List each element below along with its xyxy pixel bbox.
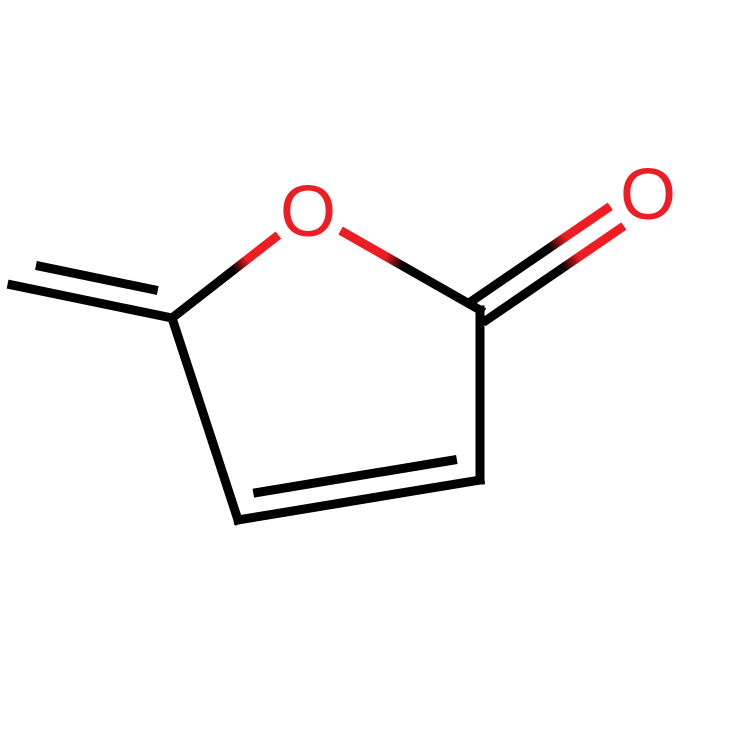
molecule-diagram: OO bbox=[0, 0, 750, 750]
bond bbox=[40, 266, 153, 289]
atom-label-o1: O bbox=[280, 172, 336, 252]
bond bbox=[172, 238, 275, 318]
bond bbox=[344, 233, 480, 310]
bond bbox=[172, 318, 238, 520]
atom-label-o2: O bbox=[620, 155, 676, 235]
